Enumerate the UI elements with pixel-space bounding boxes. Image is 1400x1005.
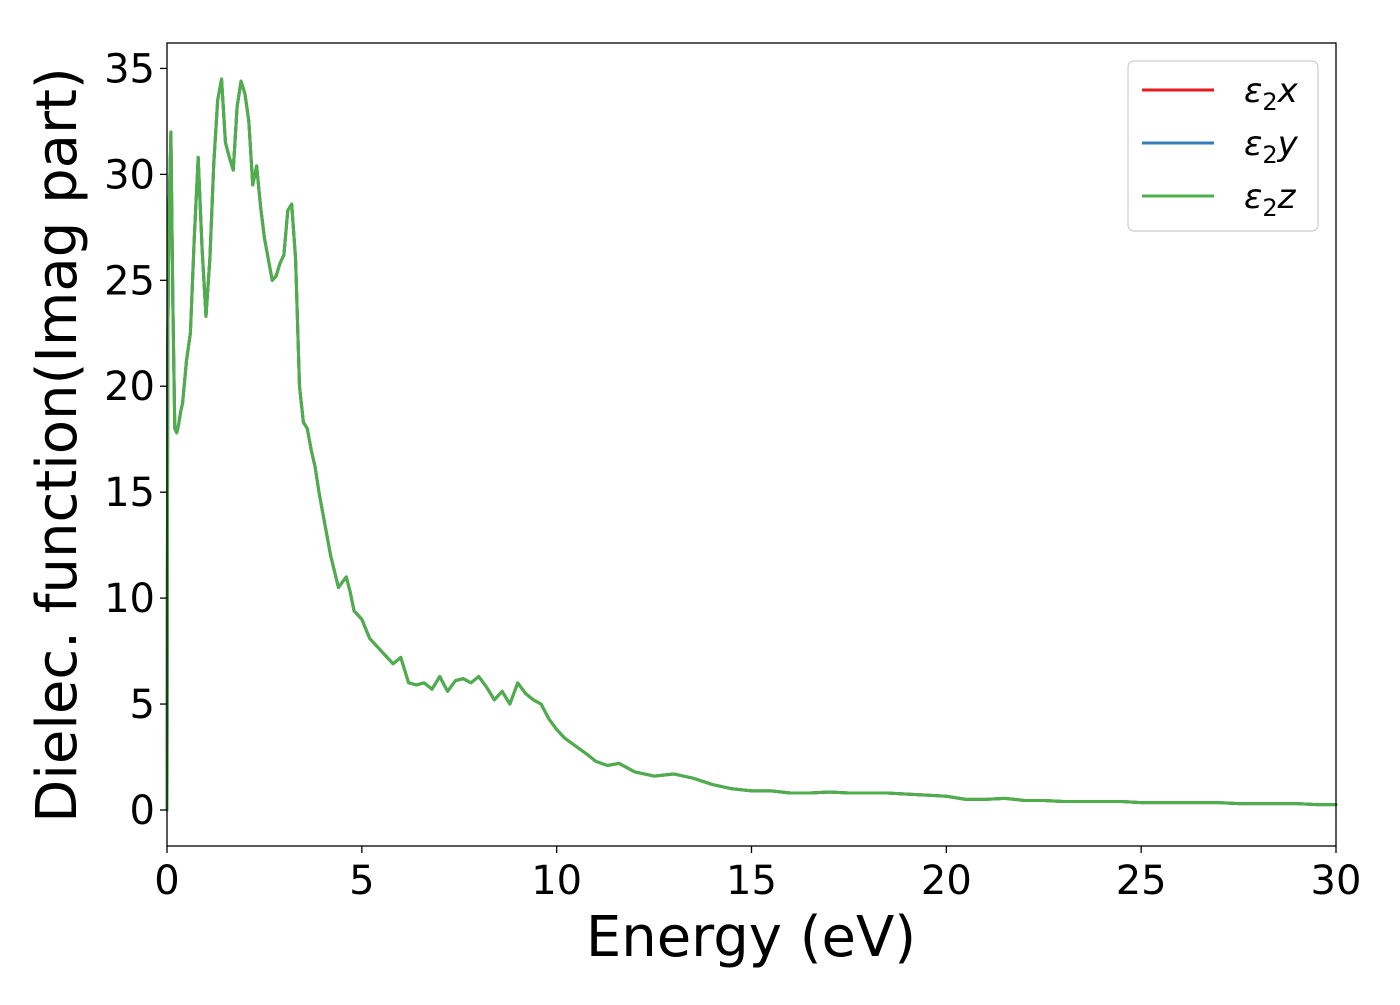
x-axis-ticks: 0 5 10 15 20 25 30 (154, 846, 1361, 904)
legend-label-2: ε2z (1244, 177, 1297, 222)
legend-variable: y (1277, 124, 1299, 164)
x-tick-label: 10 (531, 858, 582, 904)
y-axis-title: Dielec. function(Imag part) (25, 67, 90, 823)
y-tick-label: 15 (104, 470, 155, 516)
legend-symbol: ε (1244, 71, 1262, 111)
legend-subscript: 2 (1262, 88, 1277, 116)
legend-frame (1127, 60, 1319, 232)
legend-symbol: ε (1244, 177, 1262, 217)
legend-label-0: ε2x (1244, 71, 1299, 116)
legend-subscript: 2 (1262, 141, 1277, 169)
x-tick-label: 20 (921, 858, 972, 904)
legend-label-1: ε2y (1244, 124, 1299, 169)
x-tick-label: 15 (726, 858, 777, 904)
legend-symbol: ε (1244, 124, 1262, 164)
x-axis-title: Energy (eV) (586, 905, 916, 970)
y-tick-label: 30 (104, 152, 155, 198)
legend-variable: z (1277, 177, 1297, 217)
x-tick-label: 30 (1311, 858, 1362, 904)
y-tick-label: 20 (104, 364, 155, 410)
x-tick-label: 5 (349, 858, 374, 904)
y-tick-label: 5 (130, 682, 155, 728)
y-tick-label: 0 (130, 788, 155, 834)
y-tick-label: 35 (104, 46, 155, 92)
x-tick-label: 25 (1116, 858, 1167, 904)
y-tick-label: 25 (104, 258, 155, 304)
y-axis-ticks: 0 5 10 15 20 25 30 35 (104, 46, 167, 834)
legend-variable: x (1277, 71, 1299, 111)
series-line-2 (165, 77, 1338, 812)
legend-subscript: 2 (1262, 194, 1277, 222)
series-layer (165, 77, 1338, 812)
x-tick-label: 0 (154, 858, 179, 904)
y-tick-label: 10 (104, 576, 155, 622)
